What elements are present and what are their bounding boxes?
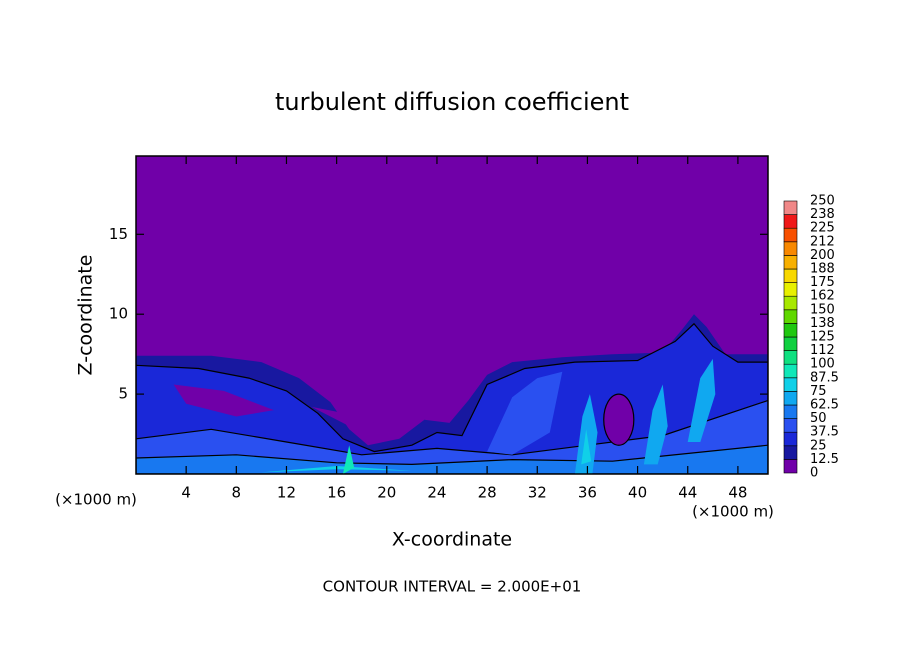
colorbar-label: 112 xyxy=(810,343,835,358)
footer-note: CONTOUR INTERVAL = 2.000E+01 xyxy=(323,578,582,596)
colorbar-label: 150 xyxy=(810,302,835,317)
colorbar-label: 12.5 xyxy=(810,452,839,467)
contour-region xyxy=(687,358,716,442)
chart-title: turbulent diffusion coefficient xyxy=(275,88,629,116)
colorbar-cell xyxy=(783,445,798,460)
x-tick-label: 24 xyxy=(427,484,446,502)
contour-region xyxy=(311,406,387,430)
y-axis-label: Z-coordinate xyxy=(75,255,97,376)
contour-region xyxy=(603,393,635,446)
plot-frame xyxy=(135,155,769,475)
colorbar-cell xyxy=(783,241,798,256)
contour-region xyxy=(136,399,768,474)
colorbar-cell xyxy=(783,200,798,215)
y-tick-label: 15 xyxy=(109,225,128,243)
contour-region xyxy=(342,445,355,474)
x-tick-label: 36 xyxy=(578,484,597,502)
colorbar-cell xyxy=(783,363,798,379)
x-tick-label: 8 xyxy=(232,484,242,502)
colorbar-label: 50 xyxy=(810,411,827,426)
x-tick-label: 32 xyxy=(528,484,547,502)
field xyxy=(136,156,768,474)
contour-region xyxy=(581,429,592,465)
colorbar-cell xyxy=(783,268,798,283)
contour-region xyxy=(487,371,563,455)
colorbar-label: 125 xyxy=(810,330,835,345)
colorbar-label: 37.5 xyxy=(810,425,839,440)
x-tick-label: 20 xyxy=(377,484,396,502)
colorbar-cell xyxy=(783,214,798,229)
colorbar-cell xyxy=(783,323,798,338)
colorbar-label: 138 xyxy=(810,316,835,331)
contour-region xyxy=(173,384,274,417)
colorbar-label: 62.5 xyxy=(810,398,839,413)
colorbar-cell xyxy=(783,350,798,365)
colorbar-cell xyxy=(783,404,798,419)
y-unit-label: (×1000 m) xyxy=(55,491,137,509)
colorbar-label: 87.5 xyxy=(810,370,839,385)
colorbar-cell xyxy=(783,336,798,351)
colorbar-label: 212 xyxy=(810,234,835,249)
colorbar-cell xyxy=(783,309,798,324)
colorbar-cell xyxy=(783,377,798,392)
x-tick-label: 44 xyxy=(678,484,697,502)
colorbar-cell xyxy=(783,227,798,243)
contour-region xyxy=(136,444,768,474)
colorbar-label: 175 xyxy=(810,275,835,290)
x-tick-label: 4 xyxy=(181,484,191,502)
y-tick-label: 10 xyxy=(109,305,128,323)
colorbar-cell xyxy=(783,282,798,297)
colorbar-cell xyxy=(783,459,798,474)
colorbar-label: 188 xyxy=(810,262,835,277)
colorbar-label: 200 xyxy=(810,248,835,263)
colorbar-label: 25 xyxy=(810,438,827,453)
contour-region xyxy=(643,384,668,465)
colorbar-label: 238 xyxy=(810,207,835,222)
x-tick-label: 16 xyxy=(327,484,346,502)
x-unit-label: (×1000 m) xyxy=(692,503,774,521)
x-tick-label: 12 xyxy=(277,484,296,502)
x-tick-label: 28 xyxy=(478,484,497,502)
y-tick-label: 5 xyxy=(118,385,128,403)
x-axis-label: X-coordinate xyxy=(392,529,512,551)
colorbar-cell xyxy=(783,295,798,311)
colorbar-label: 250 xyxy=(810,194,835,209)
colorbar-label: 0 xyxy=(810,466,818,481)
colorbar-cell xyxy=(783,431,798,447)
colorbar-cell xyxy=(783,418,798,433)
colorbar-label: 162 xyxy=(810,289,835,304)
x-tick-label: 48 xyxy=(728,484,747,502)
colorbar-cell xyxy=(783,391,798,406)
colorbar-label: 225 xyxy=(810,221,835,236)
x-tick-label: 40 xyxy=(628,484,647,502)
colorbar-label: 75 xyxy=(810,384,827,399)
colorbar-cell xyxy=(783,255,798,270)
colorbar-label: 100 xyxy=(810,357,835,372)
